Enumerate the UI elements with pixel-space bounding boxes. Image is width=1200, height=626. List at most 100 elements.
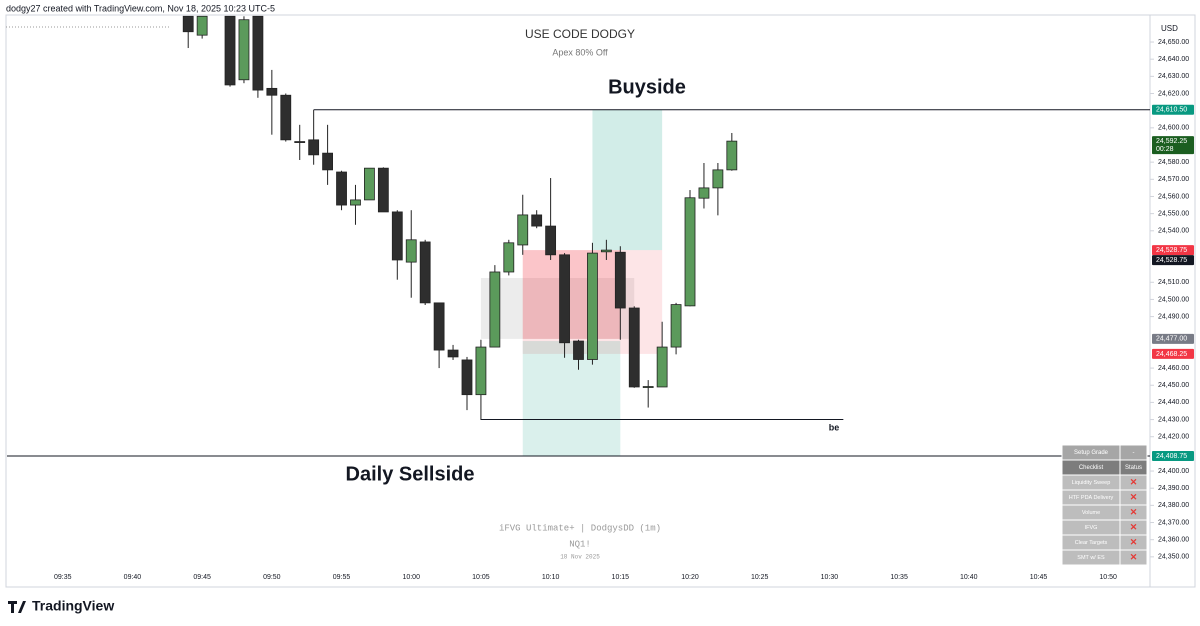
- x-tick-label: 09:45: [193, 574, 211, 581]
- x-tick-label: 10:00: [402, 574, 420, 581]
- checklist-item: SMT w/ ES: [1077, 555, 1105, 561]
- x-tick-label: 10:15: [612, 574, 630, 581]
- checklist-status: ✕: [1130, 492, 1138, 502]
- logo: TradingView: [8, 598, 114, 614]
- candle-body: [698, 187, 710, 199]
- y-tick-label: 24,420.00: [1158, 434, 1189, 441]
- candle-body: [489, 271, 501, 348]
- price-badge: [1152, 245, 1194, 256]
- candle-body: [726, 140, 738, 171]
- candle-body: [322, 152, 333, 171]
- watermark-title: iFVG Ultimate+ | DodgysDD (1m): [499, 523, 661, 533]
- candle-body: [308, 139, 320, 156]
- x-tick-label: 10:40: [960, 574, 978, 581]
- x-tick-label: 10:20: [681, 574, 699, 581]
- x-tick-label: 09:55: [333, 574, 351, 581]
- y-tick-label: 24,460.00: [1158, 365, 1189, 372]
- level-label: be: [829, 422, 840, 432]
- checklist-status: ✕: [1130, 522, 1138, 532]
- x-tick-label: 10:10: [542, 574, 560, 581]
- candle-body: [559, 254, 570, 344]
- candle-body: [224, 15, 236, 86]
- y-tick-label: 24,580.00: [1158, 159, 1189, 166]
- currency: USD: [1161, 24, 1178, 33]
- x-tick-label: 10:30: [821, 574, 839, 581]
- candle-body: [545, 225, 557, 256]
- price-badge: [1152, 104, 1194, 115]
- y-tick-label: 24,350.00: [1158, 554, 1189, 561]
- level-label: Buyside: [608, 76, 686, 98]
- y-tick-label: 24,550.00: [1158, 210, 1189, 217]
- candle-body: [238, 19, 250, 81]
- chart-subtitle: Apex 80% Off: [552, 47, 608, 57]
- candle-body: [419, 241, 431, 304]
- candle-body: [614, 251, 626, 309]
- candle-body: [364, 167, 375, 201]
- logo-text: TradingView: [32, 598, 114, 614]
- checklist-status: ✕: [1130, 537, 1138, 547]
- y-tick-label: 24,560.00: [1158, 193, 1189, 200]
- candle-body: [475, 346, 487, 396]
- candle-body: [377, 167, 389, 213]
- price-badge-label: 24,408.75: [1156, 453, 1187, 460]
- zone: [480, 277, 635, 339]
- zone: [522, 341, 621, 457]
- y-tick-label: 24,440.00: [1158, 399, 1189, 406]
- y-tick-label: 24,620.00: [1158, 90, 1189, 97]
- candle-body: [670, 304, 682, 348]
- header: dodgy27 created with TradingView.com, No…: [6, 3, 275, 13]
- x-tick-label: 10:05: [472, 574, 490, 581]
- checklist-item: IFVG: [1085, 525, 1098, 531]
- table-header: Status: [1125, 465, 1142, 471]
- candle-body: [280, 94, 292, 141]
- candle-body: [182, 15, 194, 33]
- zone: [592, 109, 663, 251]
- candle-body: [503, 242, 515, 273]
- y-tick-label: 24,450.00: [1158, 382, 1189, 389]
- y-tick-label: 24,540.00: [1158, 228, 1189, 235]
- x-tick-label: 10:50: [1099, 574, 1117, 581]
- candle-body: [684, 197, 696, 307]
- price-badge: [1152, 136, 1194, 155]
- checklist-status: ✕: [1130, 477, 1138, 487]
- y-tick-label: 24,650.00: [1158, 39, 1189, 46]
- y-tick-label: 24,510.00: [1158, 279, 1189, 286]
- x-tick-label: 10:25: [751, 574, 769, 581]
- price-badge-label: 24,610.50: [1156, 107, 1187, 114]
- y-tick-label: 24,570.00: [1158, 176, 1189, 183]
- candle-body: [656, 346, 668, 388]
- zone: [522, 250, 621, 339]
- candle-body: [336, 171, 347, 206]
- candle-body: [433, 302, 445, 351]
- grade-value: -: [1133, 450, 1135, 456]
- candle-body: [600, 249, 612, 253]
- candle-body: [461, 359, 473, 396]
- x-tick-label: 10:45: [1030, 574, 1048, 581]
- candle-body: [391, 211, 403, 261]
- candle-body: [531, 214, 543, 227]
- candle-body: [196, 15, 208, 36]
- checklist-item: HTF PDA Delivery: [1069, 495, 1114, 501]
- x-tick-label: 10:35: [890, 574, 908, 581]
- candle-body: [350, 199, 361, 206]
- y-tick-label: 24,630.00: [1158, 73, 1189, 80]
- candle-body: [517, 214, 529, 246]
- chart-title: USE CODE DODGY: [525, 27, 635, 41]
- y-tick-label: 24,380.00: [1158, 502, 1189, 509]
- y-tick-label: 24,360.00: [1158, 537, 1189, 544]
- chart-frame: [5, 14, 1196, 588]
- candle-body: [266, 87, 278, 96]
- table-header: Checklist: [1079, 465, 1104, 471]
- price-badge-label: 24,468.25: [1156, 351, 1187, 358]
- price-badge-countdown: 00:28: [1156, 146, 1174, 153]
- checklist-item: Clear Targets: [1075, 540, 1108, 546]
- candle-body: [405, 239, 417, 263]
- y-tick-label: 24,400.00: [1158, 468, 1189, 475]
- level-label: Daily Sellside: [346, 463, 475, 485]
- price-badge: [1152, 451, 1194, 462]
- price-badge: [1152, 348, 1194, 359]
- candle-body: [642, 386, 654, 388]
- y-tick-label: 24,490.00: [1158, 313, 1189, 320]
